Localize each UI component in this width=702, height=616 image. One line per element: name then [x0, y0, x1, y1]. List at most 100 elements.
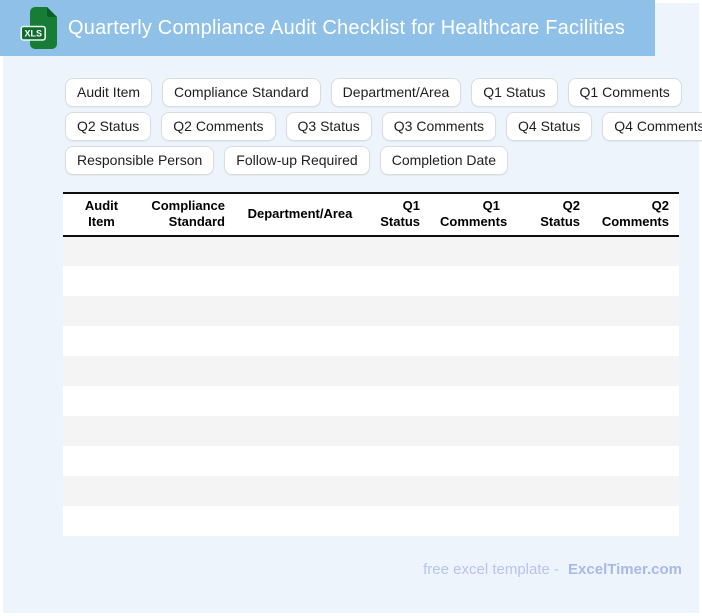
- empty-cell: [430, 506, 510, 536]
- chip-q4-status[interactable]: Q4 Status: [506, 112, 593, 141]
- empty-cell: [140, 296, 235, 326]
- chip-row-2: Q2 Status Q2 Comments Q3 Status Q3 Comme…: [65, 112, 702, 141]
- empty-cell: [510, 386, 590, 416]
- audit-table-body: [63, 235, 679, 536]
- col-header-q2-status: Q2 Status: [540, 198, 580, 230]
- empty-cell: [63, 236, 140, 266]
- empty-cell: [63, 326, 140, 356]
- empty-cell: [235, 356, 365, 386]
- audit-table: Audit Item Compliance Standard Department/…: [63, 192, 679, 536]
- empty-cell: [590, 266, 679, 296]
- empty-cell: [590, 446, 679, 476]
- table-row: [63, 415, 679, 446]
- col-header-q2-comments: Q2 Comments: [601, 198, 669, 230]
- empty-cell: [430, 386, 510, 416]
- empty-cell: [510, 506, 590, 536]
- empty-cell: [235, 236, 365, 266]
- col-header-q1-status: Q1 Status: [380, 198, 420, 230]
- footer-credit: free excel template - ExcelTimer.com: [423, 561, 682, 578]
- empty-cell: [365, 476, 430, 506]
- empty-cell: [430, 476, 510, 506]
- empty-cell: [510, 476, 590, 506]
- footer-brand-link[interactable]: ExcelTimer.com: [568, 561, 682, 578]
- empty-cell: [365, 506, 430, 536]
- chip-q2-status[interactable]: Q2 Status: [65, 112, 152, 141]
- empty-cell: [140, 326, 235, 356]
- chip-q4-comments[interactable]: Q4 Comments: [602, 112, 702, 141]
- chip-q3-comments[interactable]: Q3 Comments: [381, 112, 497, 141]
- empty-cell: [235, 506, 365, 536]
- chip-completion-date[interactable]: Completion Date: [379, 146, 508, 175]
- empty-cell: [63, 356, 140, 386]
- chip-responsible-person[interactable]: Responsible Person: [65, 146, 215, 175]
- empty-cell: [140, 266, 235, 296]
- empty-cell: [63, 266, 140, 296]
- empty-cell: [140, 356, 235, 386]
- empty-cell: [590, 416, 679, 446]
- empty-cell: [63, 446, 140, 476]
- empty-cell: [235, 266, 365, 296]
- footer-text: free excel template -: [423, 561, 560, 578]
- empty-cell: [590, 386, 679, 416]
- col-header-q1-comments: Q1 Comments: [440, 198, 508, 230]
- empty-cell: [510, 326, 590, 356]
- empty-cell: [510, 266, 590, 296]
- empty-cell: [510, 236, 590, 266]
- empty-cell: [430, 446, 510, 476]
- empty-cell: [63, 386, 140, 416]
- table-row: [63, 505, 679, 536]
- empty-cell: [140, 446, 235, 476]
- chip-compliance-standard[interactable]: Compliance Standard: [162, 78, 321, 107]
- empty-cell: [365, 416, 430, 446]
- empty-cell: [365, 296, 430, 326]
- col-header-compliance-standard: Compliance Standard: [151, 198, 225, 230]
- empty-cell: [235, 476, 365, 506]
- xls-file-icon: XLS: [20, 7, 57, 49]
- table-row: [63, 385, 679, 416]
- empty-cell: [235, 296, 365, 326]
- empty-cell: [140, 476, 235, 506]
- empty-cell: [63, 296, 140, 326]
- empty-cell: [235, 386, 365, 416]
- folded-corner: [47, 7, 57, 17]
- empty-cell: [430, 266, 510, 296]
- empty-cell: [235, 416, 365, 446]
- chip-q2-comments[interactable]: Q2 Comments: [161, 112, 276, 141]
- empty-cell: [510, 296, 590, 326]
- table-row: [63, 355, 679, 386]
- table-row: [63, 265, 679, 296]
- col-header-audit-item: Audit Item: [84, 198, 119, 230]
- empty-cell: [510, 446, 590, 476]
- empty-cell: [63, 416, 140, 446]
- page-title: Quarterly Compliance Audit Checklist for…: [68, 16, 626, 39]
- empty-cell: [430, 326, 510, 356]
- empty-cell: [510, 356, 590, 386]
- empty-cell: [140, 236, 235, 266]
- table-row: [63, 475, 679, 506]
- empty-cell: [365, 326, 430, 356]
- empty-cell: [510, 416, 590, 446]
- chip-follow-up-required[interactable]: Follow-up Required: [224, 146, 370, 175]
- empty-cell: [140, 416, 235, 446]
- chip-audit-item[interactable]: Audit Item: [65, 78, 153, 107]
- chip-q3-status[interactable]: Q3 Status: [285, 112, 372, 141]
- empty-cell: [590, 356, 679, 386]
- empty-cell: [140, 386, 235, 416]
- empty-cell: [430, 356, 510, 386]
- chip-row-1: Audit Item Compliance Standard Departmen…: [65, 78, 699, 107]
- badge-box: [20, 25, 47, 41]
- table-row: [63, 325, 679, 356]
- empty-cell: [63, 506, 140, 536]
- chip-department-area[interactable]: Department/Area: [330, 78, 462, 107]
- keyword-chips: Audit Item Compliance Standard Departmen…: [65, 78, 702, 180]
- chip-q1-comments[interactable]: Q1 Comments: [567, 78, 682, 107]
- empty-cell: [365, 236, 430, 266]
- chip-q1-status[interactable]: Q1 Status: [471, 78, 558, 107]
- empty-cell: [140, 506, 235, 536]
- badge-label: XLS: [24, 29, 42, 39]
- header-row: Audit Item Compliance Standard Department/…: [63, 193, 679, 236]
- chip-row-3: Responsible Person Follow-up Required Co…: [65, 146, 699, 175]
- empty-cell: [590, 236, 679, 266]
- table-row: [63, 235, 679, 266]
- empty-cell: [365, 386, 430, 416]
